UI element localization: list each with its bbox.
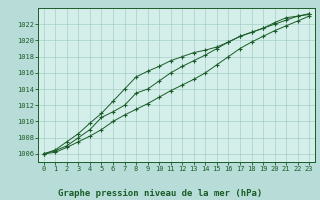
Text: Graphe pression niveau de la mer (hPa): Graphe pression niveau de la mer (hPa) — [58, 189, 262, 198]
